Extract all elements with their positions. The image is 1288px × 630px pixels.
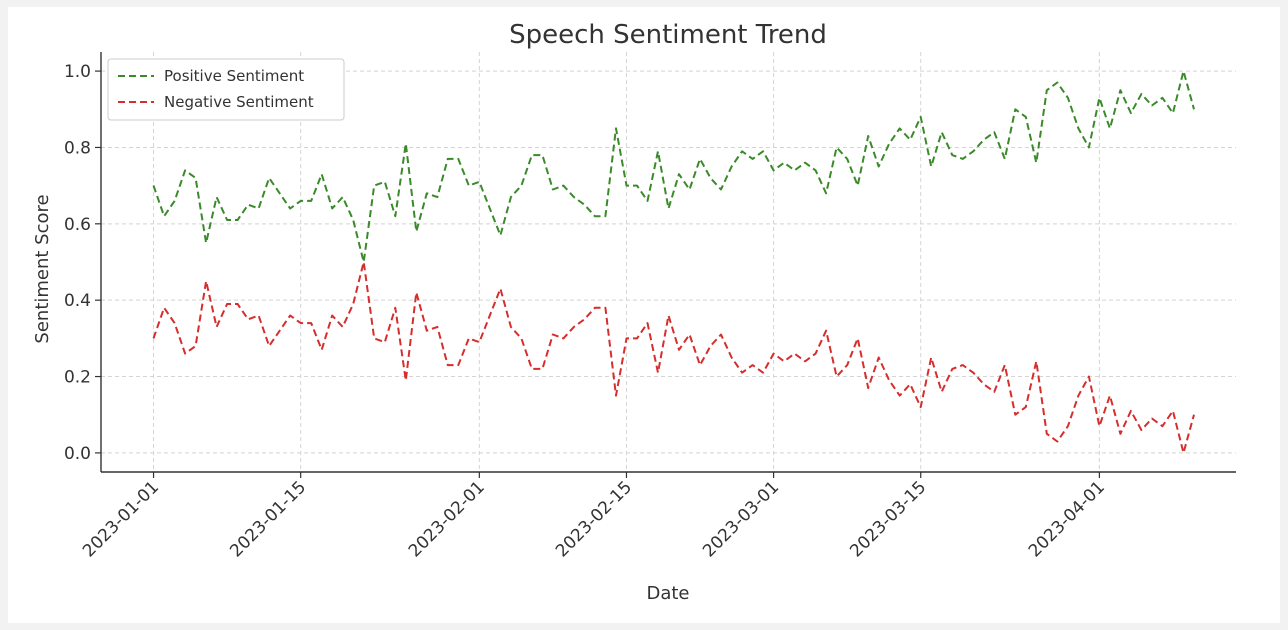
y-tick-label: 0.0 <box>64 444 91 464</box>
x-ticks: 2023-01-01 2023-01-15 2023-02-01 2023-02-15… <box>79 472 1109 561</box>
axes <box>100 52 1236 473</box>
series-line-positive <box>152 70 1195 263</box>
x-tick-label: 2023-03-01 <box>699 477 783 561</box>
y-tick-label: 1.0 <box>64 62 91 82</box>
x-axis-label: Date <box>646 583 689 604</box>
chart-frame: 0.0 0.2 0.4 0.6 0.8 1.0 2023-01-01 2023-01-15 2… <box>8 7 1280 623</box>
x-tick-label: 2023-02-01 <box>405 477 489 561</box>
y-tick-label: 0.8 <box>64 138 91 158</box>
series-lines <box>152 70 1195 454</box>
y-tick-label: 0.4 <box>64 291 91 311</box>
x-tick-label: 2023-01-01 <box>79 477 163 561</box>
legend-label-positive: Positive Sentiment <box>164 67 304 85</box>
x-tick-label: 2023-04-01 <box>1025 477 1109 561</box>
legend: Positive Sentiment Negative Sentiment <box>107 58 345 121</box>
line-chart: 0.00.20.40.60.81.0 2023-01-01 2023-01-15 2… <box>32 20 1236 604</box>
legend-label-negative: Negative Sentiment <box>164 93 314 111</box>
x-tick-label: 2023-03-15 <box>846 477 930 561</box>
x-tick-label: 2023-02-15 <box>552 477 636 561</box>
series-line-negative <box>152 261 1195 454</box>
x-tick-label: 2023-01-15 <box>226 477 310 561</box>
y-ticks: 0.0 0.2 0.4 0.6 0.8 1.0 <box>64 62 101 464</box>
legend-box <box>107 58 345 121</box>
y-tick-label: 0.6 <box>64 215 91 235</box>
y-tick-label: 0.2 <box>64 368 91 388</box>
chart-title: Speech Sentiment Trend <box>509 20 827 50</box>
y-axis-label: Sentiment Score <box>32 194 53 343</box>
